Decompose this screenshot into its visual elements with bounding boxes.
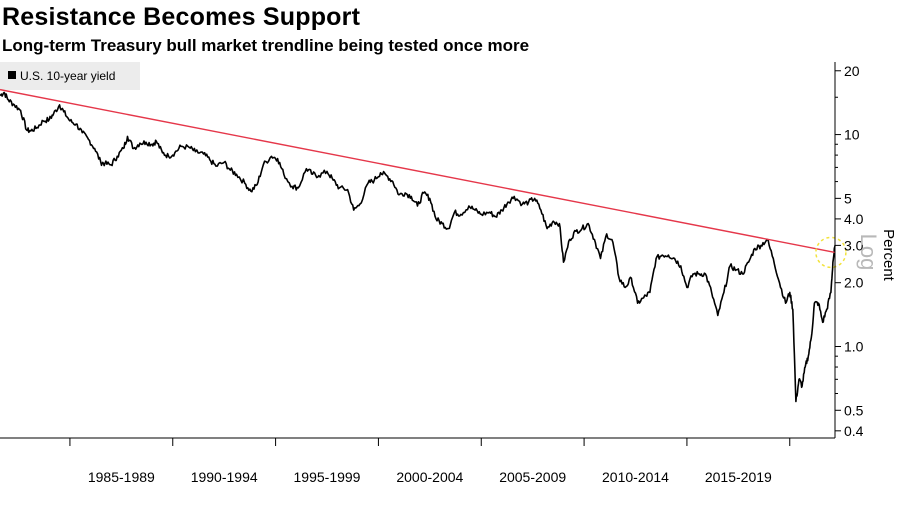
x-category-label: 2000-2004 <box>396 469 463 485</box>
y-tick-label: 20 <box>844 63 860 79</box>
legend-background <box>0 62 140 90</box>
y-tick-label: 10 <box>844 127 860 143</box>
trendline <box>0 88 836 254</box>
y-tick-label: 5 <box>844 190 852 206</box>
y-axis-label: Percent <box>880 229 897 282</box>
legend-entry: U.S. 10-year yield <box>20 69 115 83</box>
y-tick-label: 3.0 <box>844 237 864 253</box>
x-category-label: 1990-1994 <box>191 469 258 485</box>
y-tick-label: 2.0 <box>844 275 864 291</box>
highlight-circle <box>815 236 847 269</box>
y-tick-label: 1.0 <box>844 338 864 354</box>
y-tick-label: 4.0 <box>844 211 864 227</box>
x-category-label: 2005-2009 <box>499 469 566 485</box>
y-tick-label: 0.5 <box>844 402 864 418</box>
log-scale-label: Log <box>856 234 881 271</box>
y-tick-label: 0.4 <box>844 423 864 439</box>
x-category-label: 1985-1989 <box>88 469 155 485</box>
plot-area <box>0 62 835 438</box>
x-category-label: 2015-2019 <box>705 469 772 485</box>
x-category-label: 2010-2014 <box>602 469 669 485</box>
legend-swatch <box>8 71 16 79</box>
chart-subtitle: Long-term Treasury bull market trendline… <box>2 36 530 55</box>
legend: U.S. 10-year yield <box>0 62 140 90</box>
chart-title: Resistance Becomes Support <box>2 3 361 31</box>
x-category-label: 1995-1999 <box>294 469 361 485</box>
series-line-us-10-year-yield <box>0 91 836 403</box>
